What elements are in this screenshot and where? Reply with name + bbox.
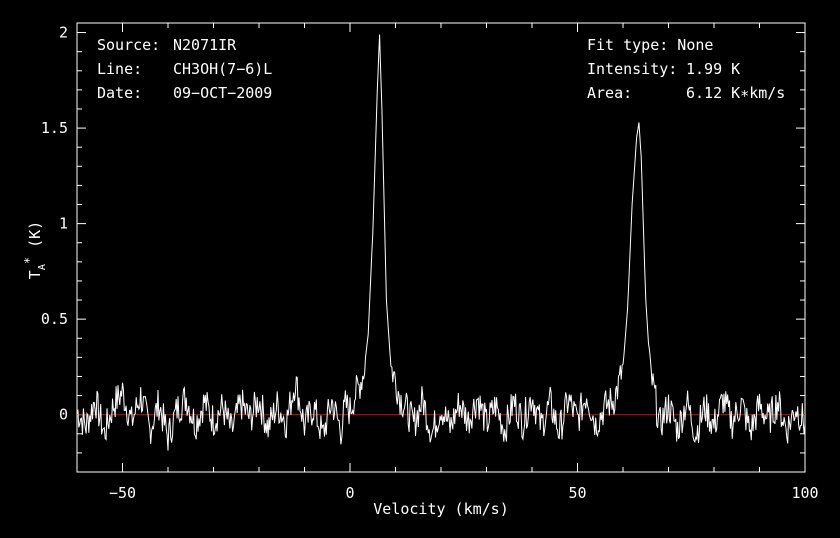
x-tick-label: −50 <box>109 484 136 502</box>
axis-ticks <box>76 23 806 472</box>
y-tick-label: 2 <box>59 24 68 42</box>
line-value: CH3OH(7−6)L <box>173 60 272 78</box>
spectrum-line <box>76 34 806 451</box>
x-tick-label: 50 <box>568 484 586 502</box>
line-label: Line: <box>97 60 142 78</box>
y-tick-label: 0.5 <box>41 310 68 328</box>
y-tick-label: 1.5 <box>41 119 68 137</box>
area-value: 6.12 K∗km/s <box>686 84 785 102</box>
source-value: N2071IR <box>173 36 237 54</box>
date-label: Date: <box>97 84 142 102</box>
axis-tick-labels: −50 0 50 100 0 0.5 1 1.5 2 <box>41 24 819 502</box>
info-block-right: Fit type: None Intensity: 1.99 K Area: 6… <box>587 36 785 102</box>
x-tick-label: 100 <box>791 484 818 502</box>
date-value: 09−OCT−2009 <box>173 84 272 102</box>
fit-type-text: Fit type: None <box>587 36 713 54</box>
info-block-left: Source: N2071IR Line: CH3OH(7−6)L Date: … <box>97 36 272 102</box>
y-tick-label: 1 <box>59 215 68 233</box>
intensity-label: Intensity: <box>587 60 677 78</box>
area-label: Area: <box>587 84 632 102</box>
intensity-value: 1.99 K <box>686 60 740 78</box>
y-tick-label: 0 <box>59 406 68 424</box>
x-axis-label: Velocity (km/s) <box>373 500 508 518</box>
source-label: Source: <box>97 36 160 54</box>
x-tick-label: 0 <box>345 484 354 502</box>
